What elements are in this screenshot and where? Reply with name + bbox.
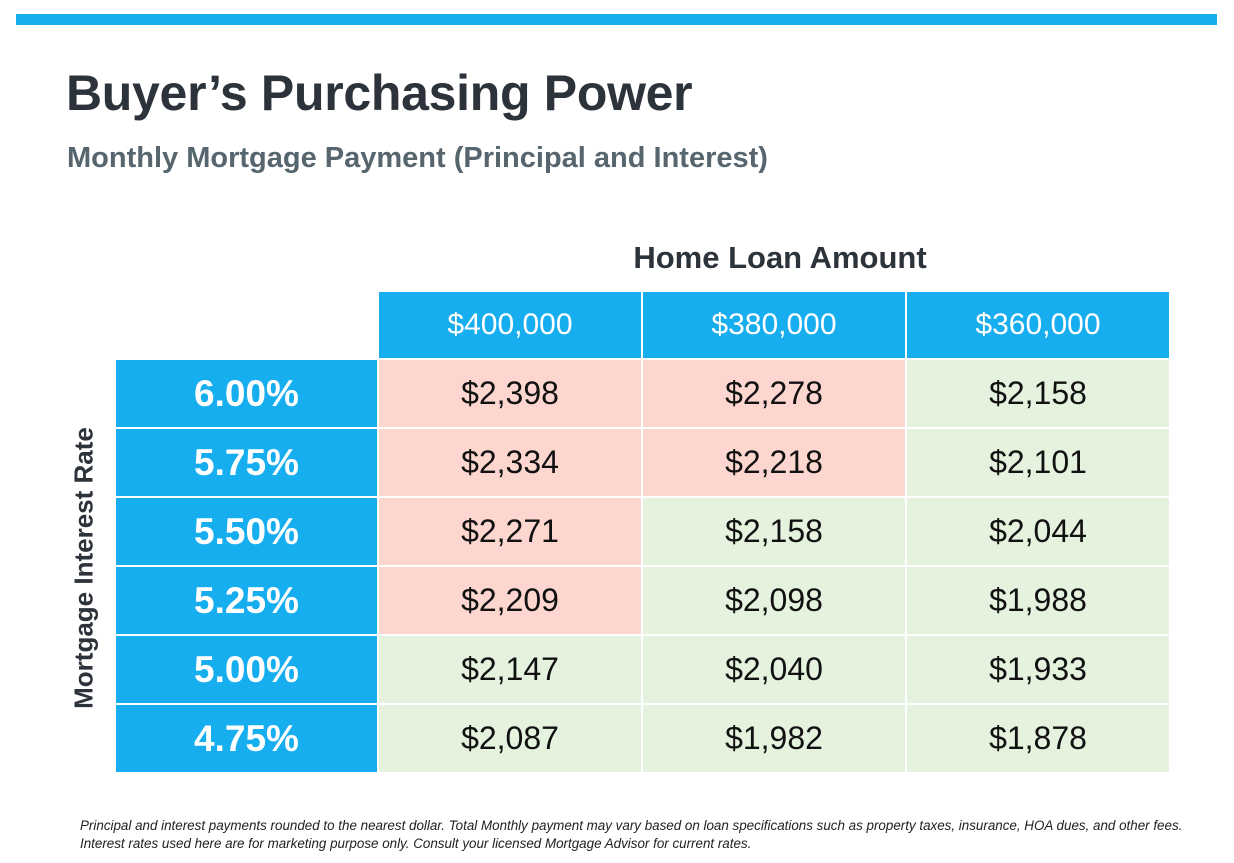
payment-cell: $2,158 — [907, 360, 1169, 427]
payment-cell: $2,044 — [907, 498, 1169, 565]
column-group-header: Home Loan Amount — [633, 240, 927, 275]
footnote: Principal and interest payments rounded … — [80, 818, 1183, 852]
rate-cell: 5.00% — [116, 636, 377, 703]
payment-cell: $2,278 — [643, 360, 905, 427]
payment-cell: $2,040 — [643, 636, 905, 703]
payment-cell: $2,334 — [379, 429, 641, 496]
top-accent-bar — [16, 14, 1217, 25]
payment-cell: $2,398 — [379, 360, 641, 427]
rate-cell: 4.75% — [116, 705, 377, 772]
column-header-cell: $380,000 — [643, 292, 905, 358]
payment-cell: $1,988 — [907, 567, 1169, 634]
rate-cell: 5.75% — [116, 429, 377, 496]
rate-cell: 5.50% — [116, 498, 377, 565]
page-title: Buyer’s Purchasing Power — [66, 65, 693, 121]
rate-cell: 6.00% — [116, 360, 377, 427]
row-group-header-wrap: Mortgage Interest Rate — [66, 363, 102, 773]
payment-cell: $2,101 — [907, 429, 1169, 496]
column-header-cell: $360,000 — [907, 292, 1169, 358]
payment-cell: $2,209 — [379, 567, 641, 634]
table-corner-blank — [116, 292, 377, 358]
payment-cell: $1,982 — [643, 705, 905, 772]
payment-cell: $2,218 — [643, 429, 905, 496]
payment-cell: $2,147 — [379, 636, 641, 703]
payment-cell: $2,271 — [379, 498, 641, 565]
payment-cell: $1,878 — [907, 705, 1169, 772]
payment-cell: $2,158 — [643, 498, 905, 565]
payment-table: $400,000 $380,000 $360,000 6.00% $2,398 $2,27… — [116, 292, 1169, 774]
payment-cell: $2,098 — [643, 567, 905, 634]
payment-cell: $2,087 — [379, 705, 641, 772]
column-header-cell: $400,000 — [379, 292, 641, 358]
row-group-header: Mortgage Interest Rate — [68, 427, 99, 709]
rate-cell: 5.25% — [116, 567, 377, 634]
page-subtitle: Monthly Mortgage Payment (Principal and … — [67, 142, 768, 174]
payment-cell: $1,933 — [907, 636, 1169, 703]
